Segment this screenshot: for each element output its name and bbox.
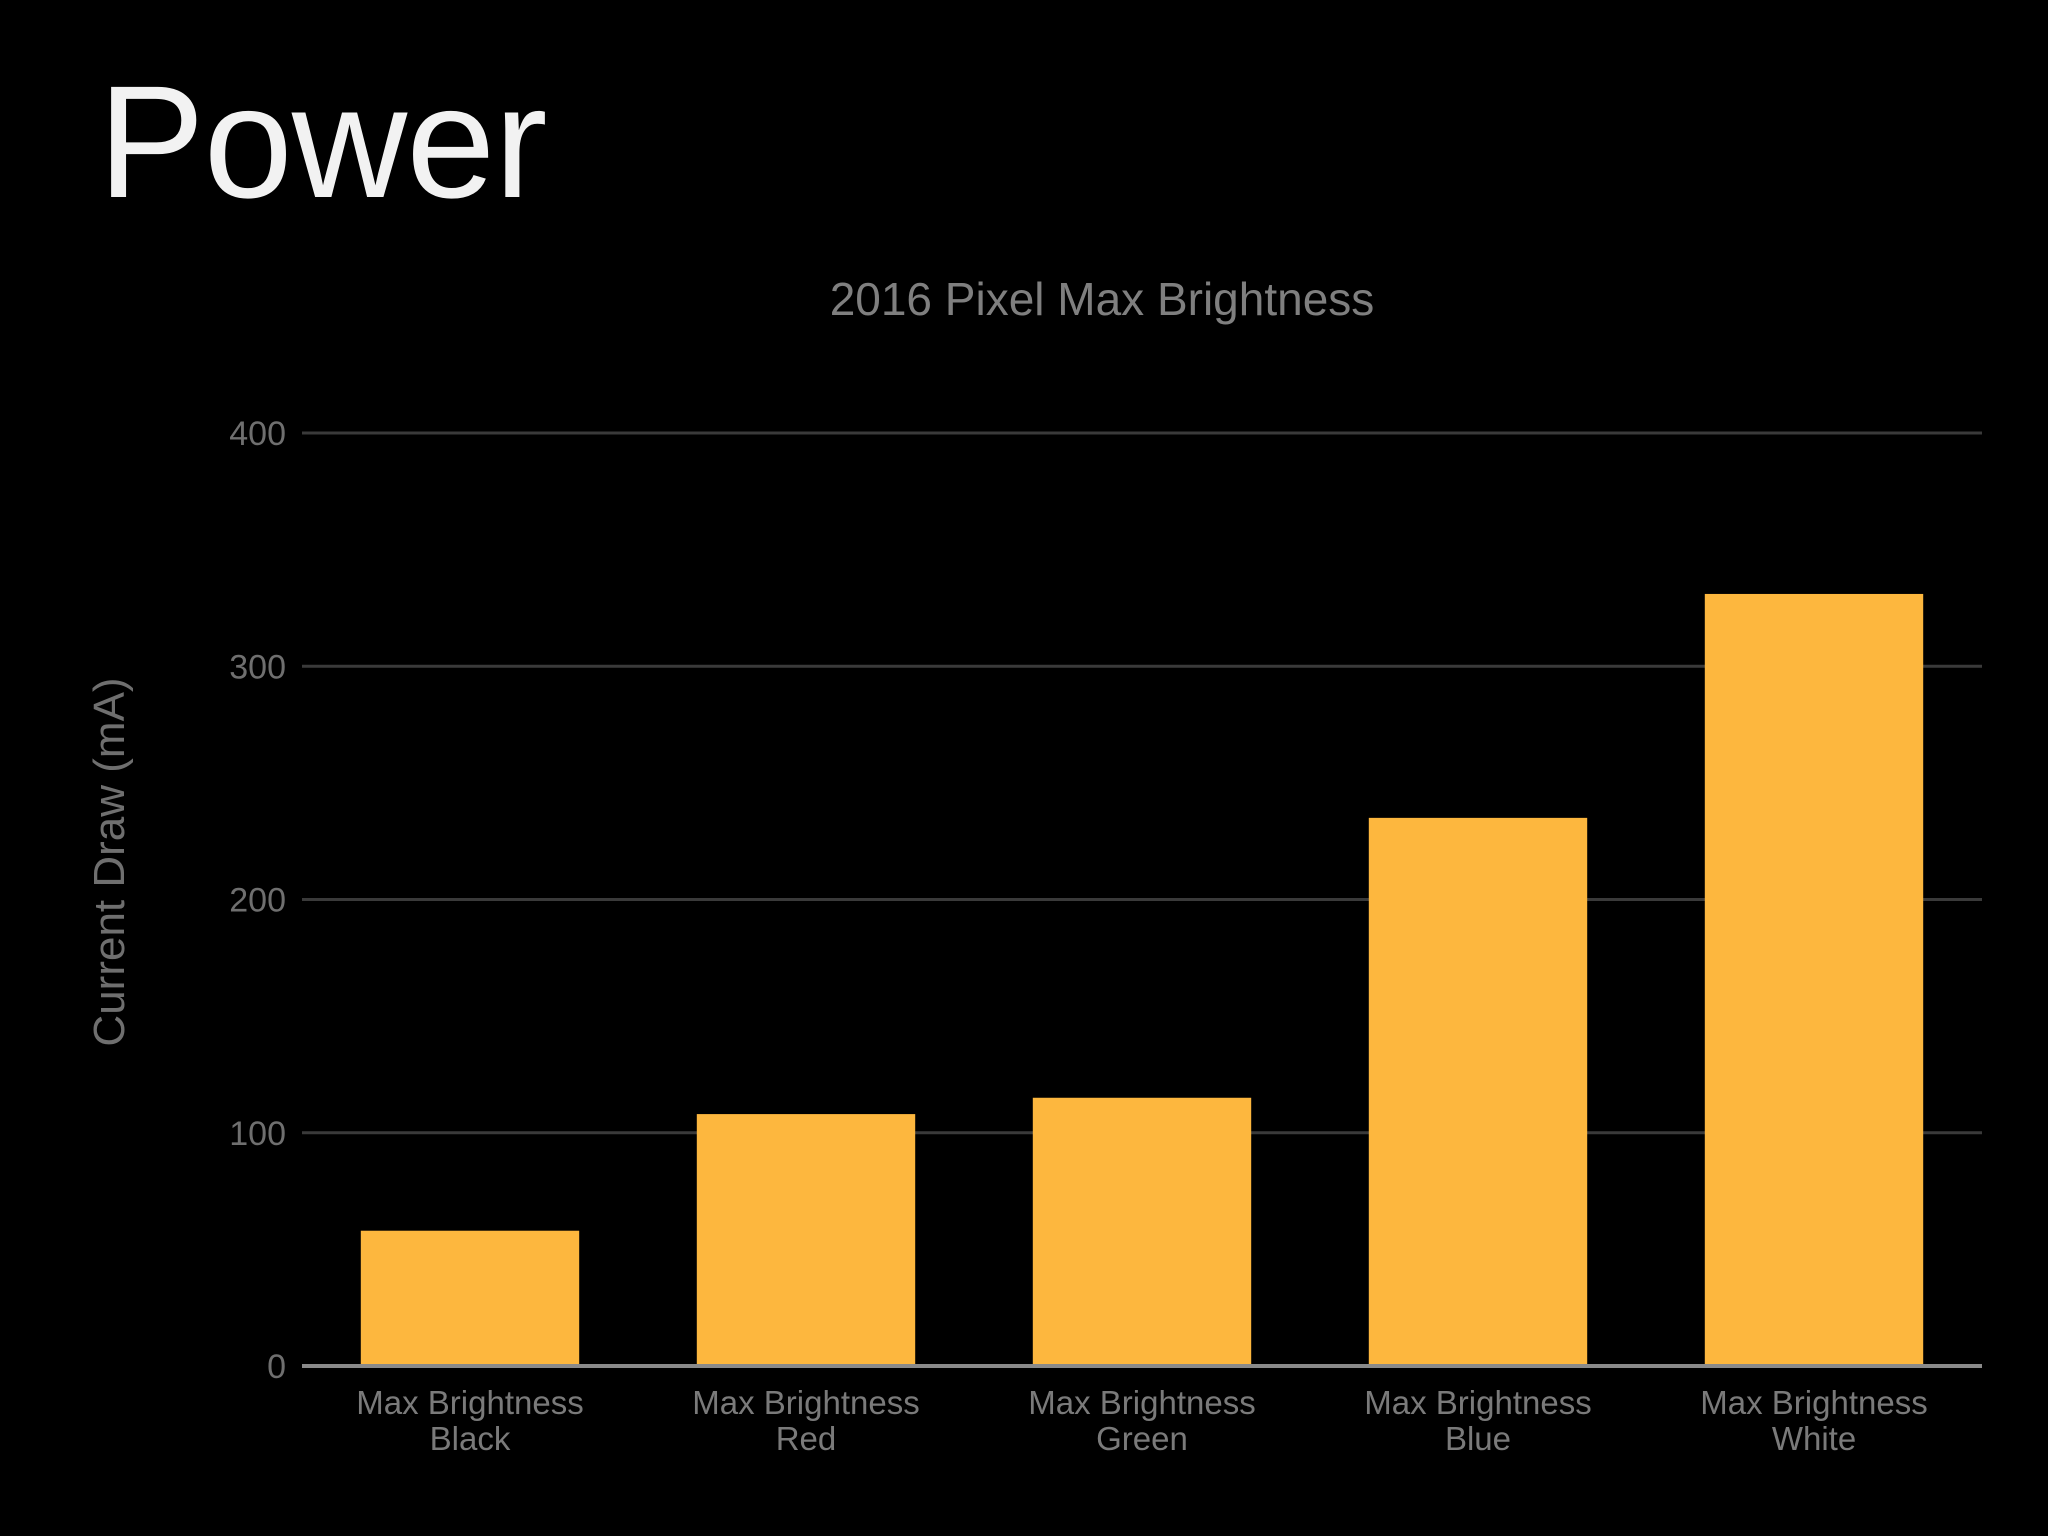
x-category-label: Max Brightness (1364, 1384, 1591, 1421)
bar (1368, 817, 1588, 1366)
x-category-label: Max Brightness (1700, 1384, 1927, 1421)
slide-title: Power (98, 52, 548, 231)
x-category-label: Blue (1445, 1420, 1511, 1457)
bars (360, 593, 1924, 1366)
x-category-label: White (1772, 1420, 1856, 1457)
bar (1032, 1097, 1252, 1366)
y-tick-label: 200 (229, 882, 286, 920)
x-category-label: Max Brightness (692, 1384, 919, 1421)
y-tick-label: 400 (229, 415, 286, 453)
y-tick-label: 0 (267, 1348, 286, 1386)
y-axis-ticks: 0 100 200 300 400 (229, 415, 286, 1386)
bar (1704, 593, 1924, 1366)
chart-title: 2016 Pixel Max Brightness (830, 273, 1375, 325)
x-category-label: Black (430, 1420, 511, 1457)
x-category-label: Red (776, 1420, 837, 1457)
x-category-label: Max Brightness (356, 1384, 583, 1421)
x-category-label: Green (1096, 1420, 1188, 1457)
bar (360, 1230, 580, 1366)
y-axis-label: Current Draw (mA) (85, 677, 134, 1046)
gridlines (302, 431, 1982, 1135)
x-category-label: Max Brightness (1028, 1384, 1255, 1421)
bar (696, 1114, 916, 1366)
y-tick-label: 100 (229, 1115, 286, 1153)
y-tick-label: 300 (229, 648, 286, 686)
